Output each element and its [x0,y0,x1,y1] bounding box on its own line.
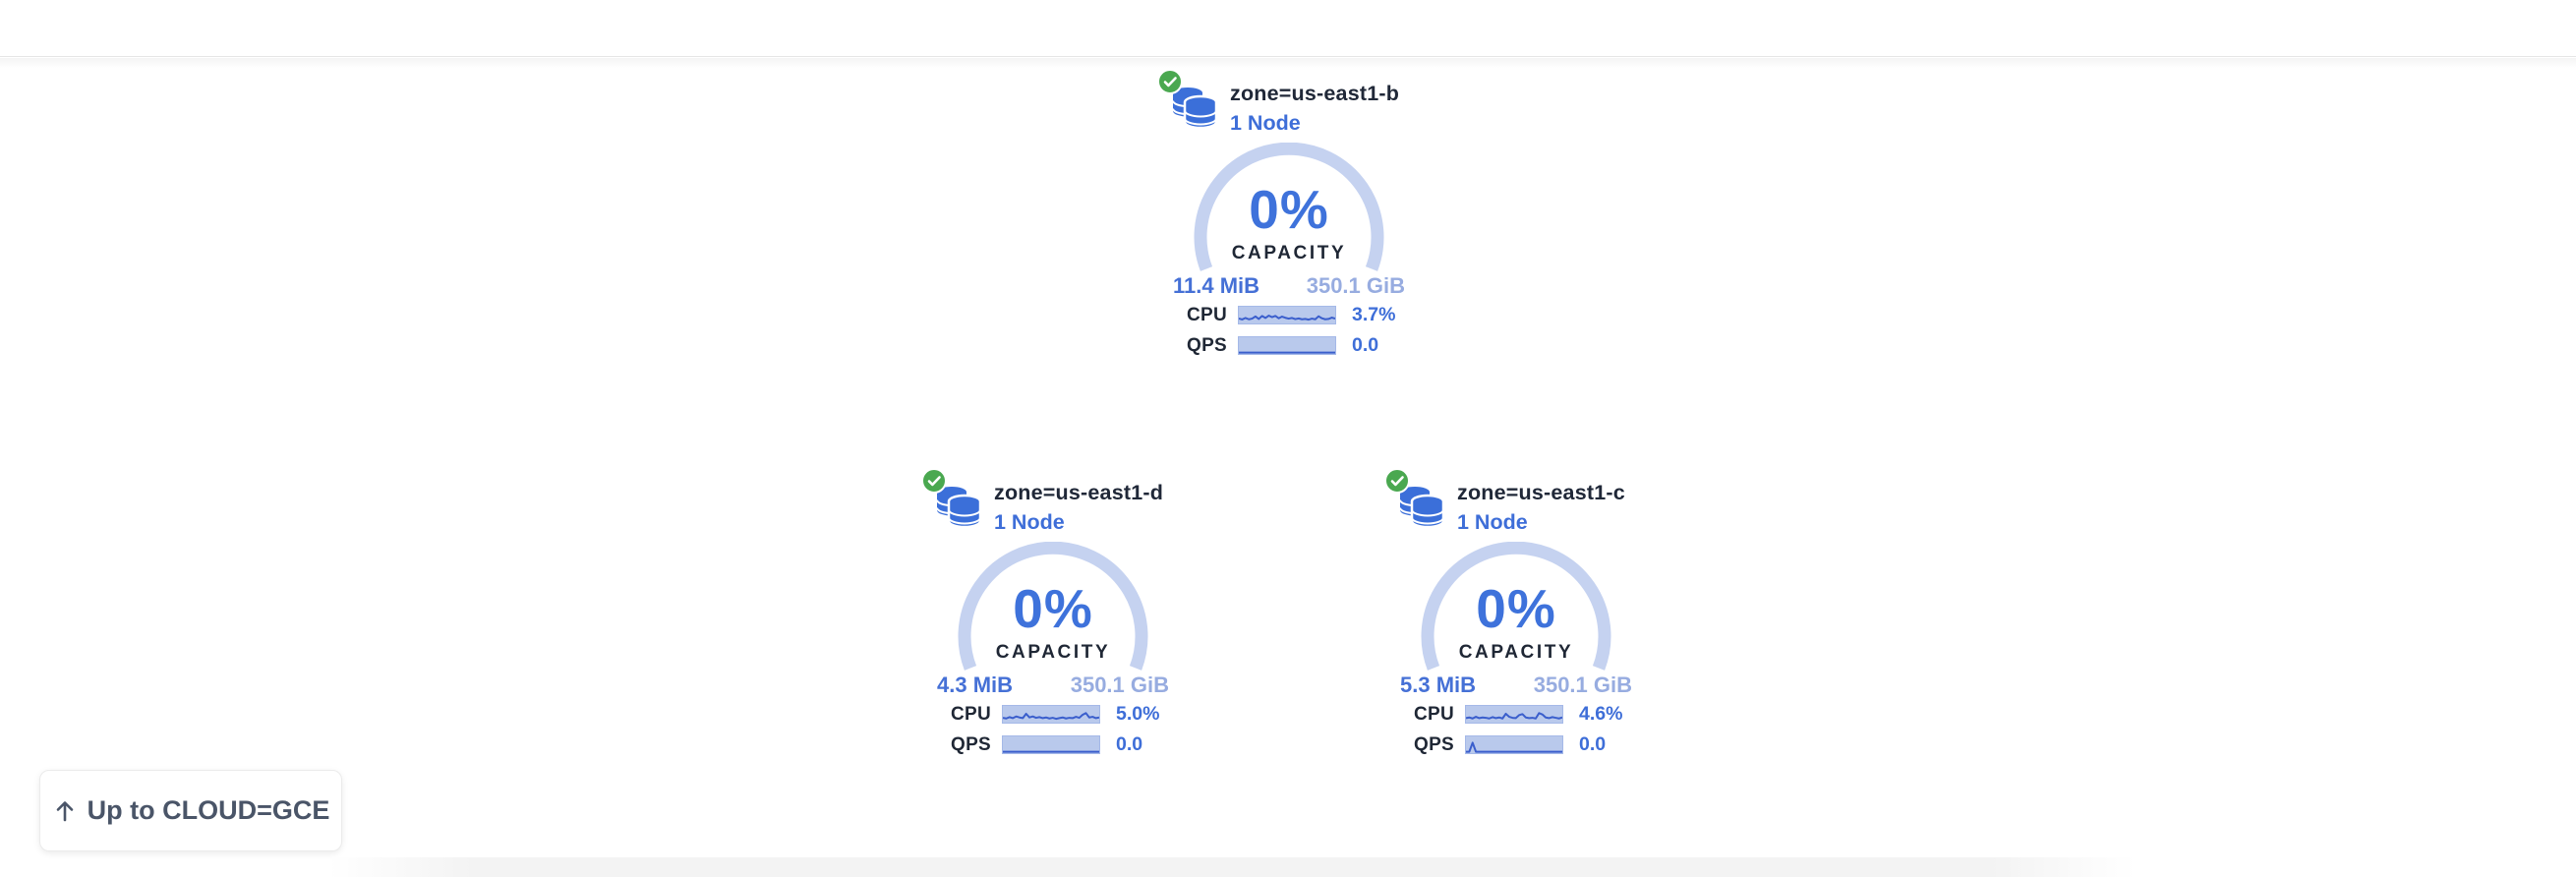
zone-title: zone=us-east1-d [994,481,1164,504]
capacity-total: 350.1 GiB [1306,273,1405,298]
up-to-parent-button[interactable]: Up to CLOUD=GCE [39,770,342,851]
database-stack-icon [935,485,982,535]
zone-header: zone=us-east1-c 1 Node [1384,468,1625,535]
zone-card-us-east1-c[interactable]: zone=us-east1-c 1 Node 0% CAPACITY 5.3 M… [1369,460,1664,819]
cpu-sparkline [1238,306,1336,324]
zone-node-count: 1 Node [994,510,1065,534]
capacity-values: 4.3 MiB 350.1 GiB [937,672,1169,698]
cpu-sparkline [1002,705,1100,724]
zone-icon-group [1157,69,1226,134]
health-check-icon [1384,468,1410,494]
zone-header-text: zone=us-east1-d 1 Node [994,481,1163,535]
capacity-values: 5.3 MiB 350.1 GiB [1400,672,1632,698]
qps-label: QPS [1187,334,1228,356]
capacity-gauge: 0% CAPACITY [945,542,1161,679]
capacity-label: CAPACITY [1231,243,1347,263]
health-check-icon [921,468,947,494]
qps-meter-row: QPS 0.0 [1414,733,1606,756]
capacity-percent: 0% [1476,578,1556,639]
qps-sparkline [1238,336,1336,355]
capacity-label: CAPACITY [1458,642,1574,663]
capacity-used: 5.3 MiB [1400,672,1477,697]
zone-header: zone=us-east1-d 1 Node [921,468,1163,535]
qps-sparkline [1002,735,1100,754]
cpu-sparkline [1465,705,1563,724]
capacity-percent: 0% [1249,179,1329,240]
cpu-value: 3.7% [1352,304,1396,325]
zone-header-text: zone=us-east1-b 1 Node [1230,82,1399,136]
zone-title: zone=us-east1-c [1457,481,1625,504]
cpu-label: CPU [1187,304,1228,325]
cpu-value: 5.0% [1116,703,1160,725]
up-arrow-icon [52,798,78,824]
cpu-meter-row: CPU 3.7% [1187,304,1395,326]
zone-icon-group [921,468,990,533]
zone-card-us-east1-d[interactable]: zone=us-east1-d 1 Node 0% CAPACITY 4.3 M… [906,460,1200,819]
database-stack-icon [1171,86,1218,136]
cpu-meter-row: CPU 4.6% [1414,703,1622,726]
capacity-gauge: 0% CAPACITY [1408,542,1624,679]
zone-icon-group [1384,468,1453,533]
zone-title: zone=us-east1-b [1230,82,1400,105]
qps-meter-row: QPS 0.0 [1187,334,1378,357]
zone-header: zone=us-east1-b 1 Node [1157,69,1399,136]
qps-value: 0.0 [1579,733,1607,755]
qps-label: QPS [951,733,992,755]
qps-sparkline [1465,735,1563,754]
cpu-meter-row: CPU 5.0% [951,703,1159,726]
health-check-icon [1157,69,1183,94]
up-button-label: Up to CLOUD=GCE [87,795,330,825]
qps-label: QPS [1414,733,1455,755]
capacity-used: 4.3 MiB [937,672,1014,697]
database-stack-icon [1398,485,1445,535]
top-toolbar [0,0,2576,57]
capacity-total: 350.1 GiB [1533,672,1632,697]
zone-node-count: 1 Node [1457,510,1528,534]
capacity-gauge: 0% CAPACITY [1181,143,1397,280]
capacity-total: 350.1 GiB [1070,672,1169,697]
cpu-value: 4.6% [1579,703,1623,725]
capacity-used: 11.4 MiB [1173,273,1260,298]
zone-header-text: zone=us-east1-c 1 Node [1457,481,1625,535]
next-section-edge [328,857,2136,877]
cpu-label: CPU [951,703,992,725]
capacity-label: CAPACITY [995,642,1111,663]
zone-card-us-east1-b[interactable]: zone=us-east1-b 1 Node 0% CAPACITY 11.4 … [1142,61,1436,420]
cpu-label: CPU [1414,703,1455,725]
qps-value: 0.0 [1352,334,1379,356]
qps-meter-row: QPS 0.0 [951,733,1142,756]
qps-value: 0.0 [1116,733,1143,755]
capacity-values: 11.4 MiB 350.1 GiB [1173,273,1405,299]
capacity-percent: 0% [1013,578,1093,639]
zone-node-count: 1 Node [1230,111,1301,135]
